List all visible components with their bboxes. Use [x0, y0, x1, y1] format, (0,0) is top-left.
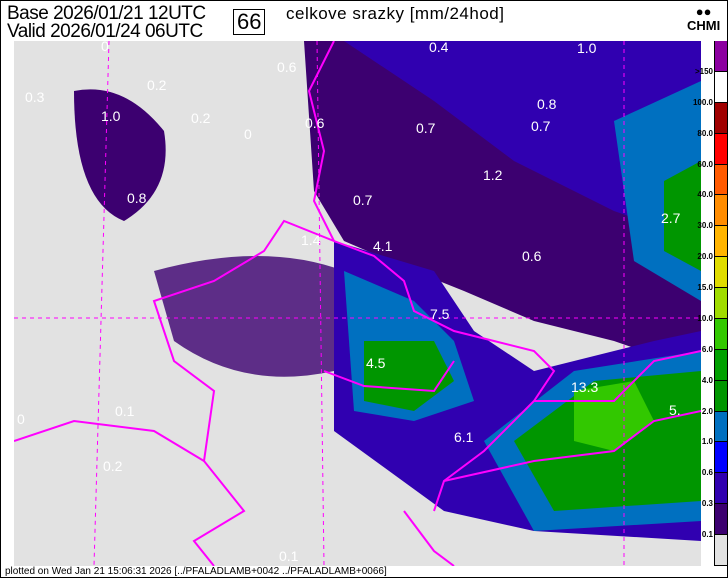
legend-swatch	[715, 380, 727, 412]
legend-swatch	[715, 195, 727, 227]
map-value-label: 0.8	[537, 96, 557, 112]
legend-label: 100.0	[692, 97, 713, 107]
legend-swatch	[715, 288, 727, 319]
map-value-label: 13.3	[571, 379, 599, 395]
legend-label: 0.6	[701, 468, 713, 478]
legend-swatch	[715, 71, 727, 103]
map-value-label: 7.5	[430, 306, 450, 322]
map-value-label: 0	[101, 38, 109, 54]
legend-label: 4.0	[701, 375, 713, 385]
map-title: celkove srazky [mm/24hod]	[286, 4, 505, 23]
map-value-label: 1.0	[577, 40, 597, 56]
map-value-label: 0.4	[429, 39, 449, 55]
map-value-label: 5.	[669, 402, 681, 418]
legend-label: >150	[694, 66, 713, 76]
map-value-label: 0.7	[416, 120, 436, 136]
legend-swatch	[715, 41, 727, 72]
map-value-label: 0.6	[305, 115, 325, 131]
color-legend	[714, 41, 727, 566]
legend-label: 30.0	[697, 221, 713, 231]
map-value-label: 1.0	[101, 108, 121, 124]
precipitation-field	[14, 41, 701, 566]
legend-swatch	[715, 442, 727, 474]
map-value-label: 0	[17, 411, 25, 427]
legend-label: 6.0	[701, 344, 713, 354]
base-time: Base 2026/01/21 12UTC	[7, 3, 206, 24]
map-value-label: 0.8	[127, 190, 147, 206]
legend-swatch	[715, 535, 727, 566]
legend-swatch	[715, 102, 727, 134]
map-value-label: 1.2	[483, 167, 503, 183]
country-borders	[14, 41, 701, 566]
map-value-label: 0.1	[115, 403, 135, 419]
legend-label: 0.3	[701, 499, 713, 509]
logo-text: CHMI	[687, 18, 721, 33]
legend-label: 2.0	[701, 406, 713, 416]
map-value-label: 4.1	[373, 238, 393, 254]
legend-label: 80.0	[697, 128, 713, 138]
map-value-label: 6.1	[454, 429, 474, 445]
legend-swatch	[715, 473, 727, 505]
map-value-label: 0.2	[147, 77, 167, 93]
chmi-logo: ●● CHMI	[687, 5, 720, 33]
legend-swatch	[715, 318, 727, 350]
map-value-label: 0.7	[353, 192, 373, 208]
map-value-label: 2.7	[661, 210, 681, 226]
legend-swatch	[715, 504, 727, 535]
legend-label: 40.0	[697, 190, 713, 200]
legend-swatch	[715, 411, 727, 443]
map-value-label: 0.6	[522, 248, 542, 264]
plot-footer: plotted on Wed Jan 21 15:06:31 2026 [../…	[5, 566, 387, 577]
map-value-label: 0.1	[279, 548, 299, 564]
map-value-label: 1.4	[301, 232, 321, 248]
map-value-label: 4.5	[366, 355, 386, 371]
map-value-label: 0.6	[277, 59, 297, 75]
legend-swatch	[715, 349, 727, 381]
legend-label: 15.0	[697, 283, 713, 293]
valid-time: Valid 2026/01/24 06UTC	[7, 21, 203, 42]
legend-swatch	[715, 257, 727, 288]
logo-mark: ●●	[695, 4, 712, 19]
map-value-label: 0.2	[103, 458, 123, 474]
map-value-label: 0.3	[25, 89, 45, 105]
legend-label: 60.0	[697, 159, 713, 169]
legend-swatch	[715, 226, 727, 258]
legend-label: 1.0	[701, 437, 713, 447]
map-value-label: 0	[244, 126, 252, 142]
legend-swatch	[715, 133, 727, 165]
legend-swatch	[715, 164, 727, 196]
legend-label: 10.0	[697, 313, 713, 323]
legend-label: 20.0	[697, 252, 713, 262]
grid-lines	[14, 41, 701, 566]
legend-label: 0.1	[701, 530, 713, 540]
map-value-label: 0.2	[191, 110, 211, 126]
precipitation-map	[14, 41, 701, 566]
forecast-step: 66	[233, 9, 266, 35]
map-value-label: 0.7	[531, 118, 551, 134]
